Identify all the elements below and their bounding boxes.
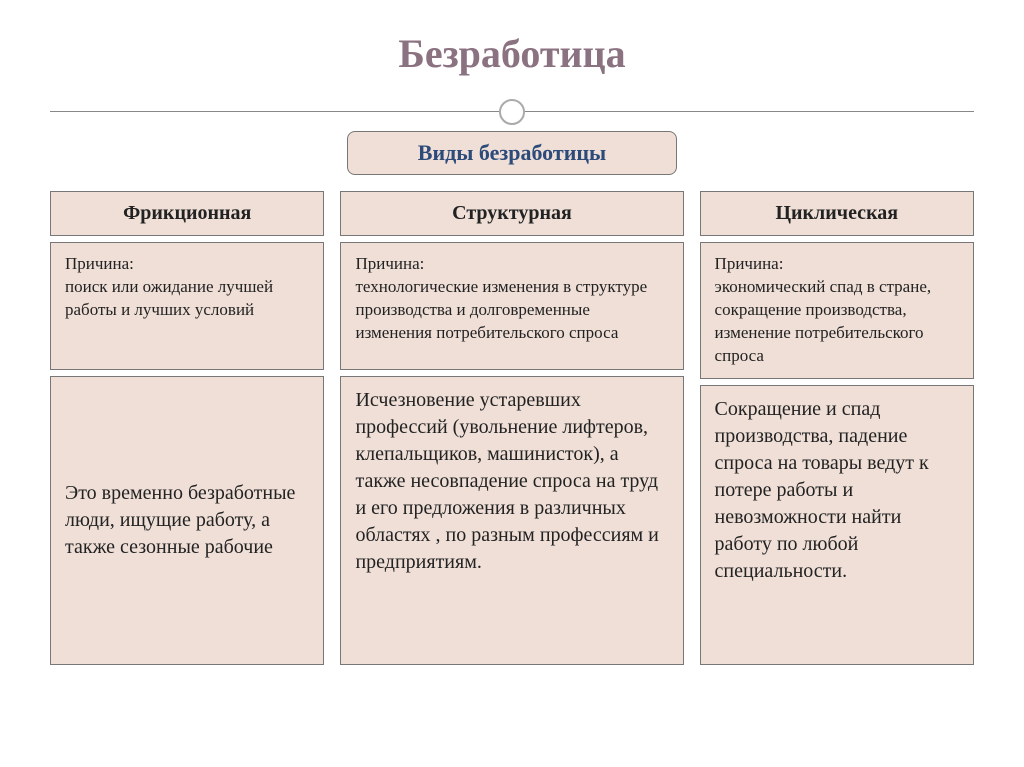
desc-text: Исчезновение устаревших профессий (уволь… xyxy=(355,387,668,576)
desc-text: Сокращение и спад производства, падение … xyxy=(715,396,959,585)
subtitle-box: Виды безработицы xyxy=(347,131,677,175)
column-cyclical: Циклическая Причина: экономический спад … xyxy=(700,191,974,665)
col-description: Исчезновение устаревших профессий (уволь… xyxy=(340,376,683,665)
subtitle-wrap: Виды безработицы xyxy=(50,131,974,175)
col-description: Это временно безработные люди, ищущие ра… xyxy=(50,376,324,665)
col-cause: Причина: экономический спад в стране, со… xyxy=(700,242,974,379)
columns: Фрикционная Причина: поиск или ожидание … xyxy=(50,191,974,665)
title-connector xyxy=(50,85,974,113)
connector-circle xyxy=(499,99,525,125)
column-structural: Структурная Причина: технологические изм… xyxy=(340,191,683,665)
desc-text: Это временно безработные люди, ищущие ра… xyxy=(65,480,309,561)
slide: Безработица Виды безработицы Фрикционная… xyxy=(0,0,1024,767)
col-description: Сокращение и спад производства, падение … xyxy=(700,385,974,665)
col-cause: Причина: поиск или ожидание лучшей работ… xyxy=(50,242,324,370)
column-frictional: Фрикционная Причина: поиск или ожидание … xyxy=(50,191,324,665)
col-cause: Причина: технологические изменения в стр… xyxy=(340,242,683,370)
col-header: Циклическая xyxy=(700,191,974,236)
page-title: Безработица xyxy=(50,30,974,77)
col-header: Фрикционная xyxy=(50,191,324,236)
col-header: Структурная xyxy=(340,191,683,236)
